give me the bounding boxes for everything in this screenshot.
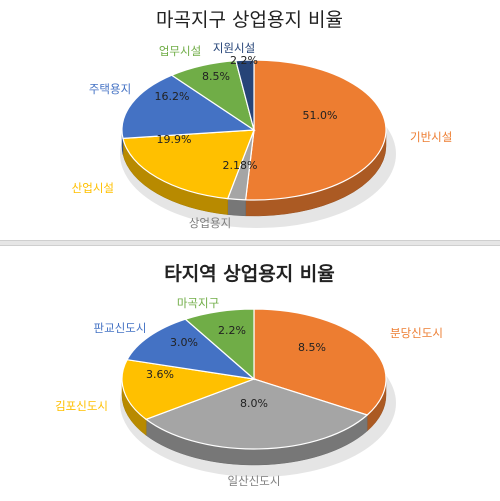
panel-divider [0, 240, 500, 246]
slice-label-1-4: 마곡지구 [177, 296, 219, 310]
slice-value-0-2: 19.9% [157, 133, 192, 146]
pie-slice-0-0 [244, 59, 387, 201]
slice-value-0-0: 51.0% [303, 109, 338, 122]
pie-side-0-1 [227, 198, 246, 217]
slice-value-1-1: 8.0% [240, 397, 268, 410]
slice-label-1-3: 판교신도시 [94, 321, 147, 335]
pie-slice-0-3 [121, 74, 256, 139]
chart-title-bottom: 타지역 상업용지 비율 [164, 263, 335, 285]
pie-slice-1-2 [121, 359, 257, 421]
slice-label-0-2: 산업시설 [72, 181, 114, 195]
slice-value-1-2: 3.6% [146, 368, 174, 381]
slice-label-0-1: 상업용지 [189, 216, 231, 230]
slice-value-1-3: 3.0% [170, 336, 198, 349]
slice-label-1-0: 분당신도시 [390, 326, 443, 340]
pie-slice-0-5 [235, 59, 255, 131]
slice-value-1-4: 2.2% [218, 324, 246, 337]
pie-slice-1-4 [184, 308, 255, 381]
slice-label-1-1: 일산신도시 [228, 474, 281, 488]
slice-value-0-5: 2.2% [230, 54, 258, 67]
pie-slice-1-1 [144, 378, 369, 450]
slice-label-0-4: 업무시설 [159, 44, 201, 58]
pie-slice-0-2 [122, 129, 255, 200]
slice-label-0-5: 지원시설 [213, 41, 255, 55]
slice-label-0-0: 기반시설 [410, 130, 452, 144]
slice-label-0-3: 주택용지 [89, 82, 131, 96]
slice-value-0-1: 2.18% [223, 159, 258, 172]
slice-value-0-3: 16.2% [155, 90, 190, 103]
slice-label-1-2: 김포신도시 [55, 399, 108, 413]
slice-value-1-0: 8.5% [298, 341, 326, 354]
pie-slice-1-3 [126, 318, 256, 380]
slice-value-0-4: 8.5% [202, 70, 230, 83]
pie-slice-1-0 [253, 308, 387, 416]
chart-title-top: 마곡지구 상업용지 비율 [156, 9, 343, 31]
